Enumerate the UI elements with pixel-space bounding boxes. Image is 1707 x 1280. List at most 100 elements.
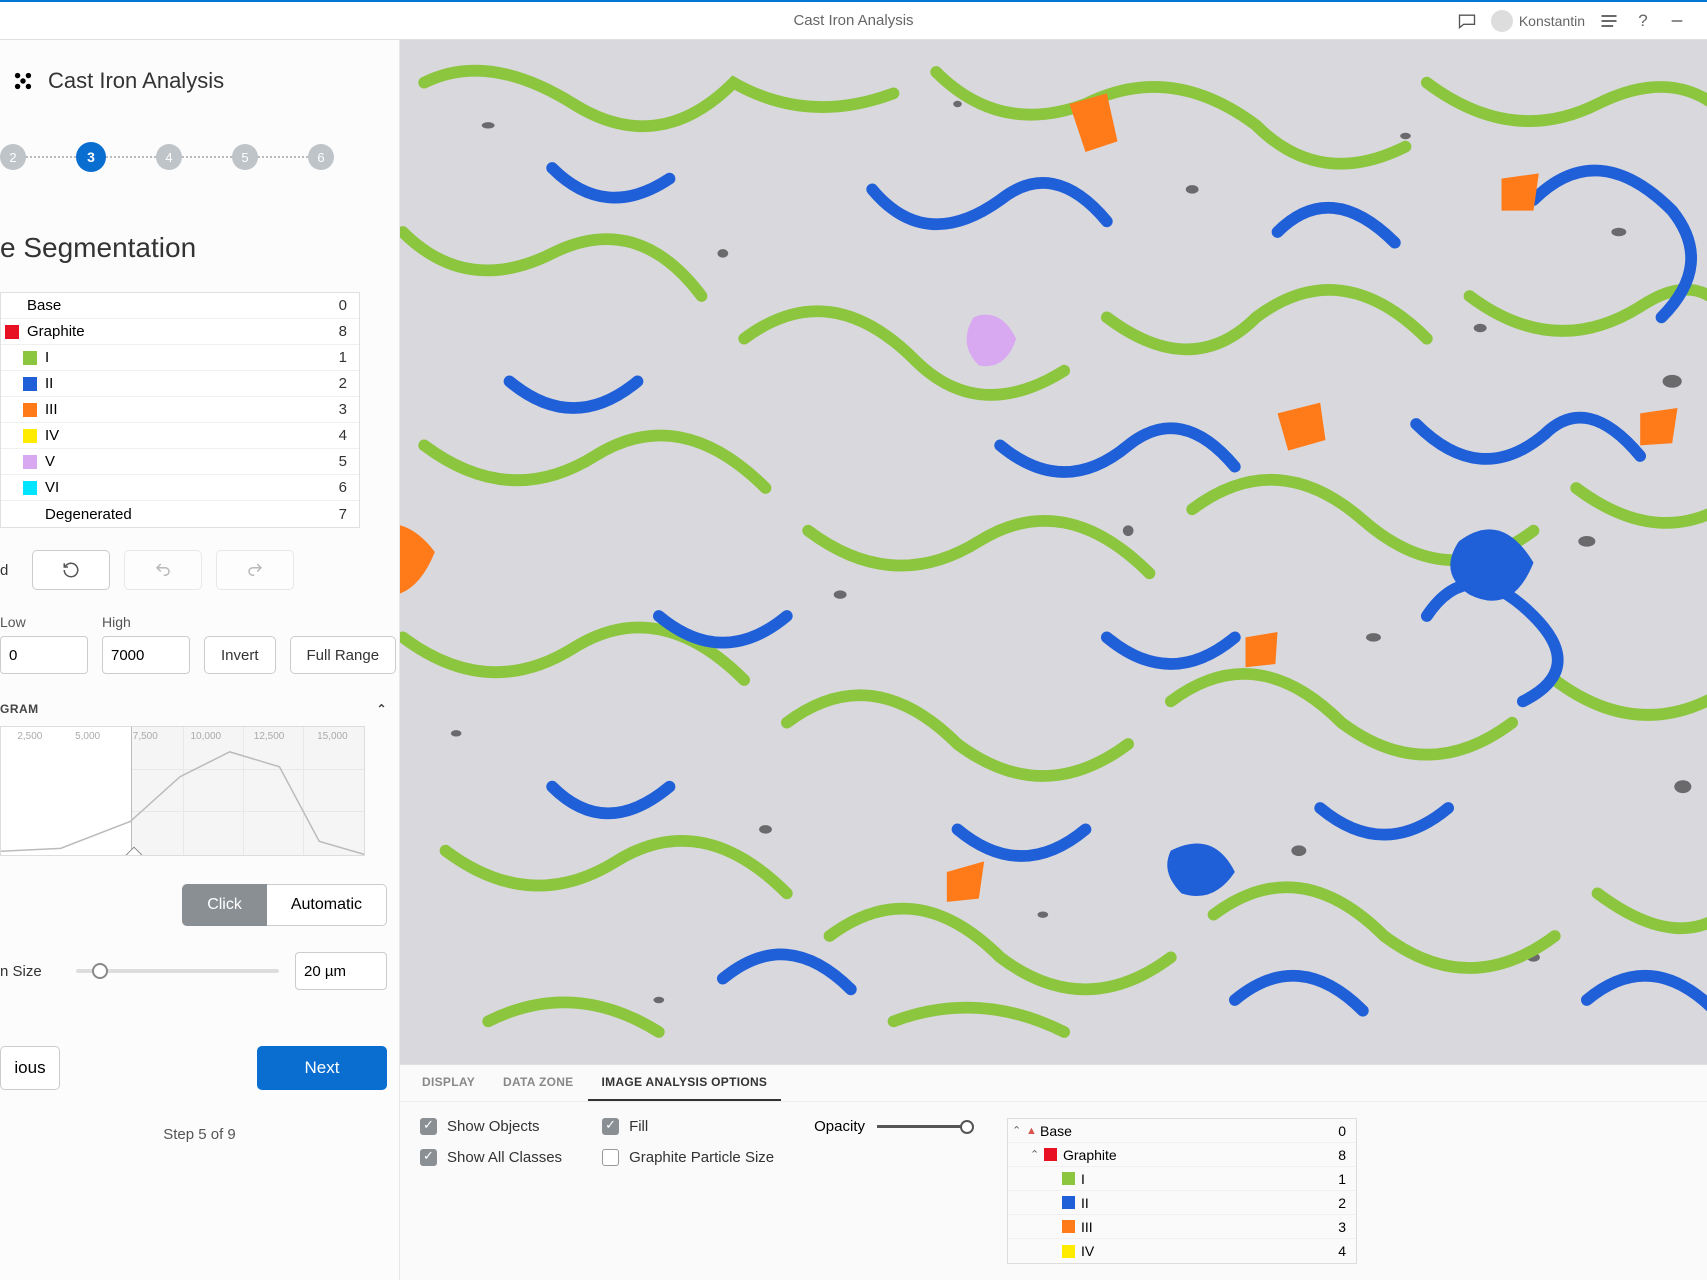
particle-size-checkbox[interactable]: Graphite Particle Size xyxy=(602,1149,774,1166)
row-count: 4 xyxy=(1322,1243,1346,1259)
row-count: 5 xyxy=(317,453,347,470)
color-swatch xyxy=(23,403,37,417)
reset-button[interactable] xyxy=(32,550,110,590)
section-title: e Segmentation xyxy=(0,208,399,292)
fill-checkbox[interactable]: Fill xyxy=(602,1118,774,1135)
tab-display[interactable]: DISPLAY xyxy=(408,1065,489,1101)
row-count: 1 xyxy=(317,349,347,366)
row-label: IV xyxy=(45,427,317,444)
color-swatch xyxy=(23,351,37,365)
size-input[interactable] xyxy=(295,952,387,990)
row-count: 0 xyxy=(1322,1123,1346,1139)
row-label: I xyxy=(45,349,317,366)
table-row[interactable]: V5 xyxy=(1,449,359,475)
color-swatch xyxy=(1062,1172,1075,1185)
arrow-up-icon: ▲ xyxy=(1026,1125,1040,1137)
histogram-label: GRAM xyxy=(0,702,39,716)
row-label: VI xyxy=(45,479,317,496)
show-objects-checkbox[interactable]: Show Objects xyxy=(420,1118,562,1135)
row-label: Base xyxy=(27,297,317,314)
row-label: Base xyxy=(1040,1123,1322,1139)
redo-button[interactable] xyxy=(216,550,294,590)
previous-button[interactable]: ious xyxy=(0,1046,60,1090)
row-count: 1 xyxy=(1322,1171,1346,1187)
step-6[interactable]: 6 xyxy=(308,144,334,170)
fullrange-button[interactable]: Full Range xyxy=(290,636,397,674)
step-3[interactable]: 3 xyxy=(76,142,106,172)
table-row[interactable]: II2 xyxy=(1008,1191,1356,1215)
table-row[interactable]: I1 xyxy=(1,345,359,371)
table-row[interactable]: IV4 xyxy=(1,423,359,449)
class-legend-table: ⌃▲Base0⌃Graphite8I1II2III3IV4 xyxy=(1007,1118,1357,1264)
table-row[interactable]: Degenerated7 xyxy=(1,501,359,527)
next-button[interactable]: Next xyxy=(257,1046,387,1090)
row-label: I xyxy=(1081,1171,1322,1187)
help-icon[interactable]: ? xyxy=(1633,11,1653,31)
table-row[interactable]: ⌃ Graphite8 xyxy=(1008,1143,1356,1167)
sidebar: Cast Iron Analysis 2 3 4 5 6 e Segmentat… xyxy=(0,40,400,1280)
mode-click-button[interactable]: Click xyxy=(182,884,267,926)
table-row[interactable]: VI6 xyxy=(1,475,359,501)
invert-button[interactable]: Invert xyxy=(204,636,276,674)
step-2[interactable]: 2 xyxy=(0,144,26,170)
table-row[interactable]: II2 xyxy=(1,371,359,397)
row-count: 6 xyxy=(317,479,347,496)
avatar-icon xyxy=(1491,10,1513,32)
row-label: II xyxy=(45,375,317,392)
table-row[interactable]: I1 xyxy=(1008,1167,1356,1191)
chevron-up-icon[interactable]: ⌃ xyxy=(1012,1124,1026,1137)
row-label: Graphite xyxy=(27,323,317,340)
table-row[interactable]: ⌃▲Base0 xyxy=(1008,1119,1356,1143)
app-logo-icon xyxy=(10,68,36,94)
chevron-up-icon[interactable]: ⌃ xyxy=(1030,1148,1044,1161)
size-slider[interactable] xyxy=(76,969,279,973)
high-label: High xyxy=(102,614,190,630)
segmentation-table: Base0Graphite8I1II2III3IV4V5VI6Degenerat… xyxy=(0,292,360,528)
row-label: IV xyxy=(1081,1243,1322,1259)
table-row[interactable]: Graphite8 xyxy=(1,319,359,345)
minimize-icon[interactable] xyxy=(1667,11,1687,31)
histogram[interactable]: 2,5005,0007,50010,00012,50015,000 xyxy=(0,726,365,856)
high-input[interactable] xyxy=(102,636,190,674)
color-swatch xyxy=(5,325,19,339)
table-row[interactable]: III3 xyxy=(1,397,359,423)
color-swatch xyxy=(1062,1220,1075,1233)
mode-auto-button[interactable]: Automatic xyxy=(267,884,387,926)
color-swatch xyxy=(23,481,37,495)
d-label: d xyxy=(0,562,18,579)
row-label: Degenerated xyxy=(45,506,317,523)
chevron-up-icon[interactable]: ⌃ xyxy=(376,702,387,716)
step-4[interactable]: 4 xyxy=(156,144,182,170)
row-count: 4 xyxy=(317,427,347,444)
user-menu[interactable]: Konstantin xyxy=(1491,10,1585,32)
color-swatch xyxy=(23,429,37,443)
opacity-slider[interactable] xyxy=(877,1125,967,1128)
row-label: III xyxy=(45,401,317,418)
color-swatch xyxy=(23,377,37,391)
step-counter: Step 5 of 9 xyxy=(0,1090,399,1143)
comment-icon[interactable] xyxy=(1457,11,1477,31)
menu-icon[interactable] xyxy=(1599,11,1619,31)
step-5[interactable]: 5 xyxy=(232,144,258,170)
user-name: Konstantin xyxy=(1519,13,1585,29)
image-viewport[interactable] xyxy=(400,40,1707,1064)
row-count: 0 xyxy=(317,297,347,314)
tab-image-analysis[interactable]: IMAGE ANALYSIS OPTIONS xyxy=(588,1065,782,1101)
color-swatch xyxy=(1044,1148,1057,1161)
opacity-label: Opacity xyxy=(814,1118,865,1135)
table-row[interactable]: Base0 xyxy=(1,293,359,319)
row-count: 2 xyxy=(317,375,347,392)
low-input[interactable] xyxy=(0,636,88,674)
row-count: 8 xyxy=(317,323,347,340)
row-label: Graphite xyxy=(1063,1147,1322,1163)
table-row[interactable]: III3 xyxy=(1008,1215,1356,1239)
size-label: n Size xyxy=(0,963,60,980)
row-count: 3 xyxy=(1322,1219,1346,1235)
show-all-classes-checkbox[interactable]: Show All Classes xyxy=(420,1149,562,1166)
low-label: Low xyxy=(0,614,88,630)
tab-datazone[interactable]: DATA ZONE xyxy=(489,1065,587,1101)
table-row[interactable]: IV4 xyxy=(1008,1239,1356,1263)
undo-button[interactable] xyxy=(124,550,202,590)
opacity-control: Opacity xyxy=(814,1118,967,1135)
row-count: 8 xyxy=(1322,1147,1346,1163)
